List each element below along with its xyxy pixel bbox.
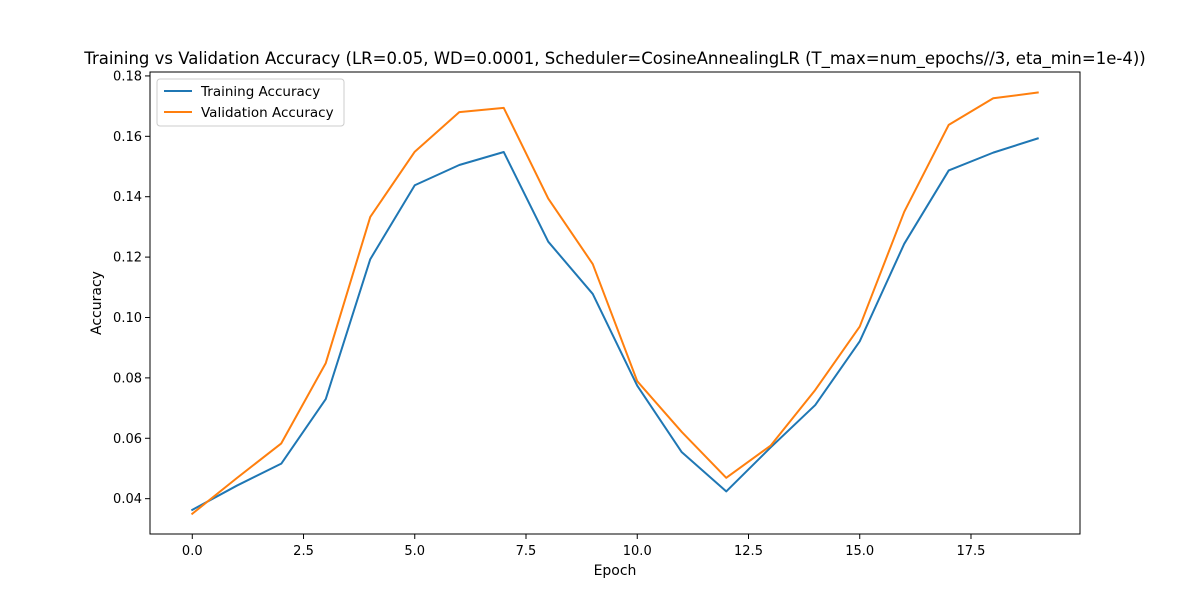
x-tick-label: 17.5: [957, 544, 986, 559]
axes-frame: [149, 71, 1081, 535]
y-axis: 0.04 0.06 0.08 0.10 0.12 0.14 0.16 0.18: [113, 69, 150, 507]
y-tick-label: 0.18: [113, 69, 142, 84]
x-tick-label: 7.5: [516, 544, 537, 559]
legend-label-validation: Validation Accuracy: [201, 105, 334, 121]
y-tick-label: 0.10: [113, 311, 142, 326]
y-tick-label: 0.14: [113, 190, 142, 205]
series-line-validation: [190, 91, 1039, 516]
y-tick-label: 0.12: [113, 251, 142, 266]
x-tick-label: 10.0: [623, 544, 652, 559]
plot-area: [190, 91, 1039, 516]
legend-label-training: Training Accuracy: [200, 84, 320, 100]
series-line-training: [190, 137, 1039, 512]
y-tick-label: 0.08: [113, 371, 142, 386]
y-tick-label: 0.04: [113, 492, 142, 507]
y-tick-label: 0.06: [113, 432, 142, 447]
legend-box: [156, 78, 345, 127]
x-axis: 0.0 2.5 5.0 7.5 10.0 12.5 15.0 17.5: [182, 534, 986, 559]
x-tick-label: 5.0: [404, 544, 425, 559]
x-tick-label: 15.0: [845, 544, 874, 559]
legend: Training Accuracy Validation Accuracy: [156, 78, 345, 127]
y-axis-label: Accuracy: [89, 271, 105, 335]
x-tick-label: 0.0: [182, 544, 203, 559]
y-tick-label: 0.16: [113, 130, 142, 145]
x-tick-label: 2.5: [293, 544, 314, 559]
chart-title: Training vs Validation Accuracy (LR=0.05…: [83, 49, 1145, 69]
x-axis-label: Epoch: [594, 563, 637, 579]
x-tick-label: 12.5: [734, 544, 763, 559]
